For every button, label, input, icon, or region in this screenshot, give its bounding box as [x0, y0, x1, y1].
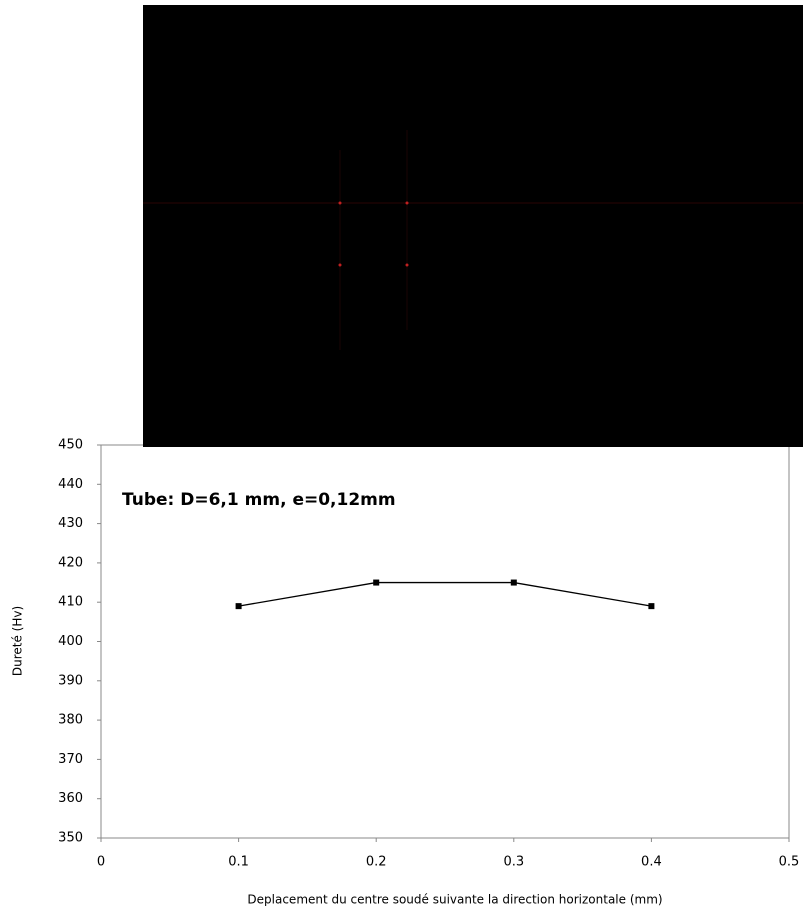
y-tick-label: 370 [58, 752, 83, 767]
photo-dot [405, 201, 409, 205]
y-tick-label: 450 [58, 438, 83, 453]
y-tick-label: 380 [58, 713, 83, 728]
photo-background [143, 5, 803, 447]
x-axis-label: Deplacement du centre soudé suivante la … [247, 893, 662, 907]
point [235, 603, 242, 610]
x-tick-label: 0.5 [779, 855, 800, 870]
series-line [238, 581, 652, 607]
point [648, 603, 655, 610]
y-tick-label: 390 [58, 673, 83, 688]
x-tick-label: 0.4 [641, 855, 662, 870]
y-tick-label: 400 [58, 634, 83, 649]
marks [97, 444, 790, 842]
photo-dot [338, 201, 342, 205]
x-tick-label: 0 [97, 855, 105, 870]
y-tick-label: 440 [58, 477, 83, 492]
y-tick-label: 360 [58, 791, 83, 806]
x-tick-label: 0.3 [503, 855, 524, 870]
y-tick-label: 410 [58, 595, 83, 610]
annotation: Tube: D=6,1 mm, e=0,12mm [122, 490, 396, 510]
x-tick-label: 0.1 [228, 855, 249, 870]
x-tick-label: 0.2 [366, 855, 387, 870]
y-axis-label: Dureté (Hv) [11, 606, 25, 676]
photo-dot [338, 263, 342, 267]
y-tick-label: 350 [58, 831, 83, 846]
photo [143, 5, 803, 447]
photo-dot [405, 263, 409, 267]
y-tick-label: 430 [58, 516, 83, 531]
y-tick-label: 420 [58, 555, 83, 570]
point [510, 579, 517, 586]
point [373, 579, 380, 586]
